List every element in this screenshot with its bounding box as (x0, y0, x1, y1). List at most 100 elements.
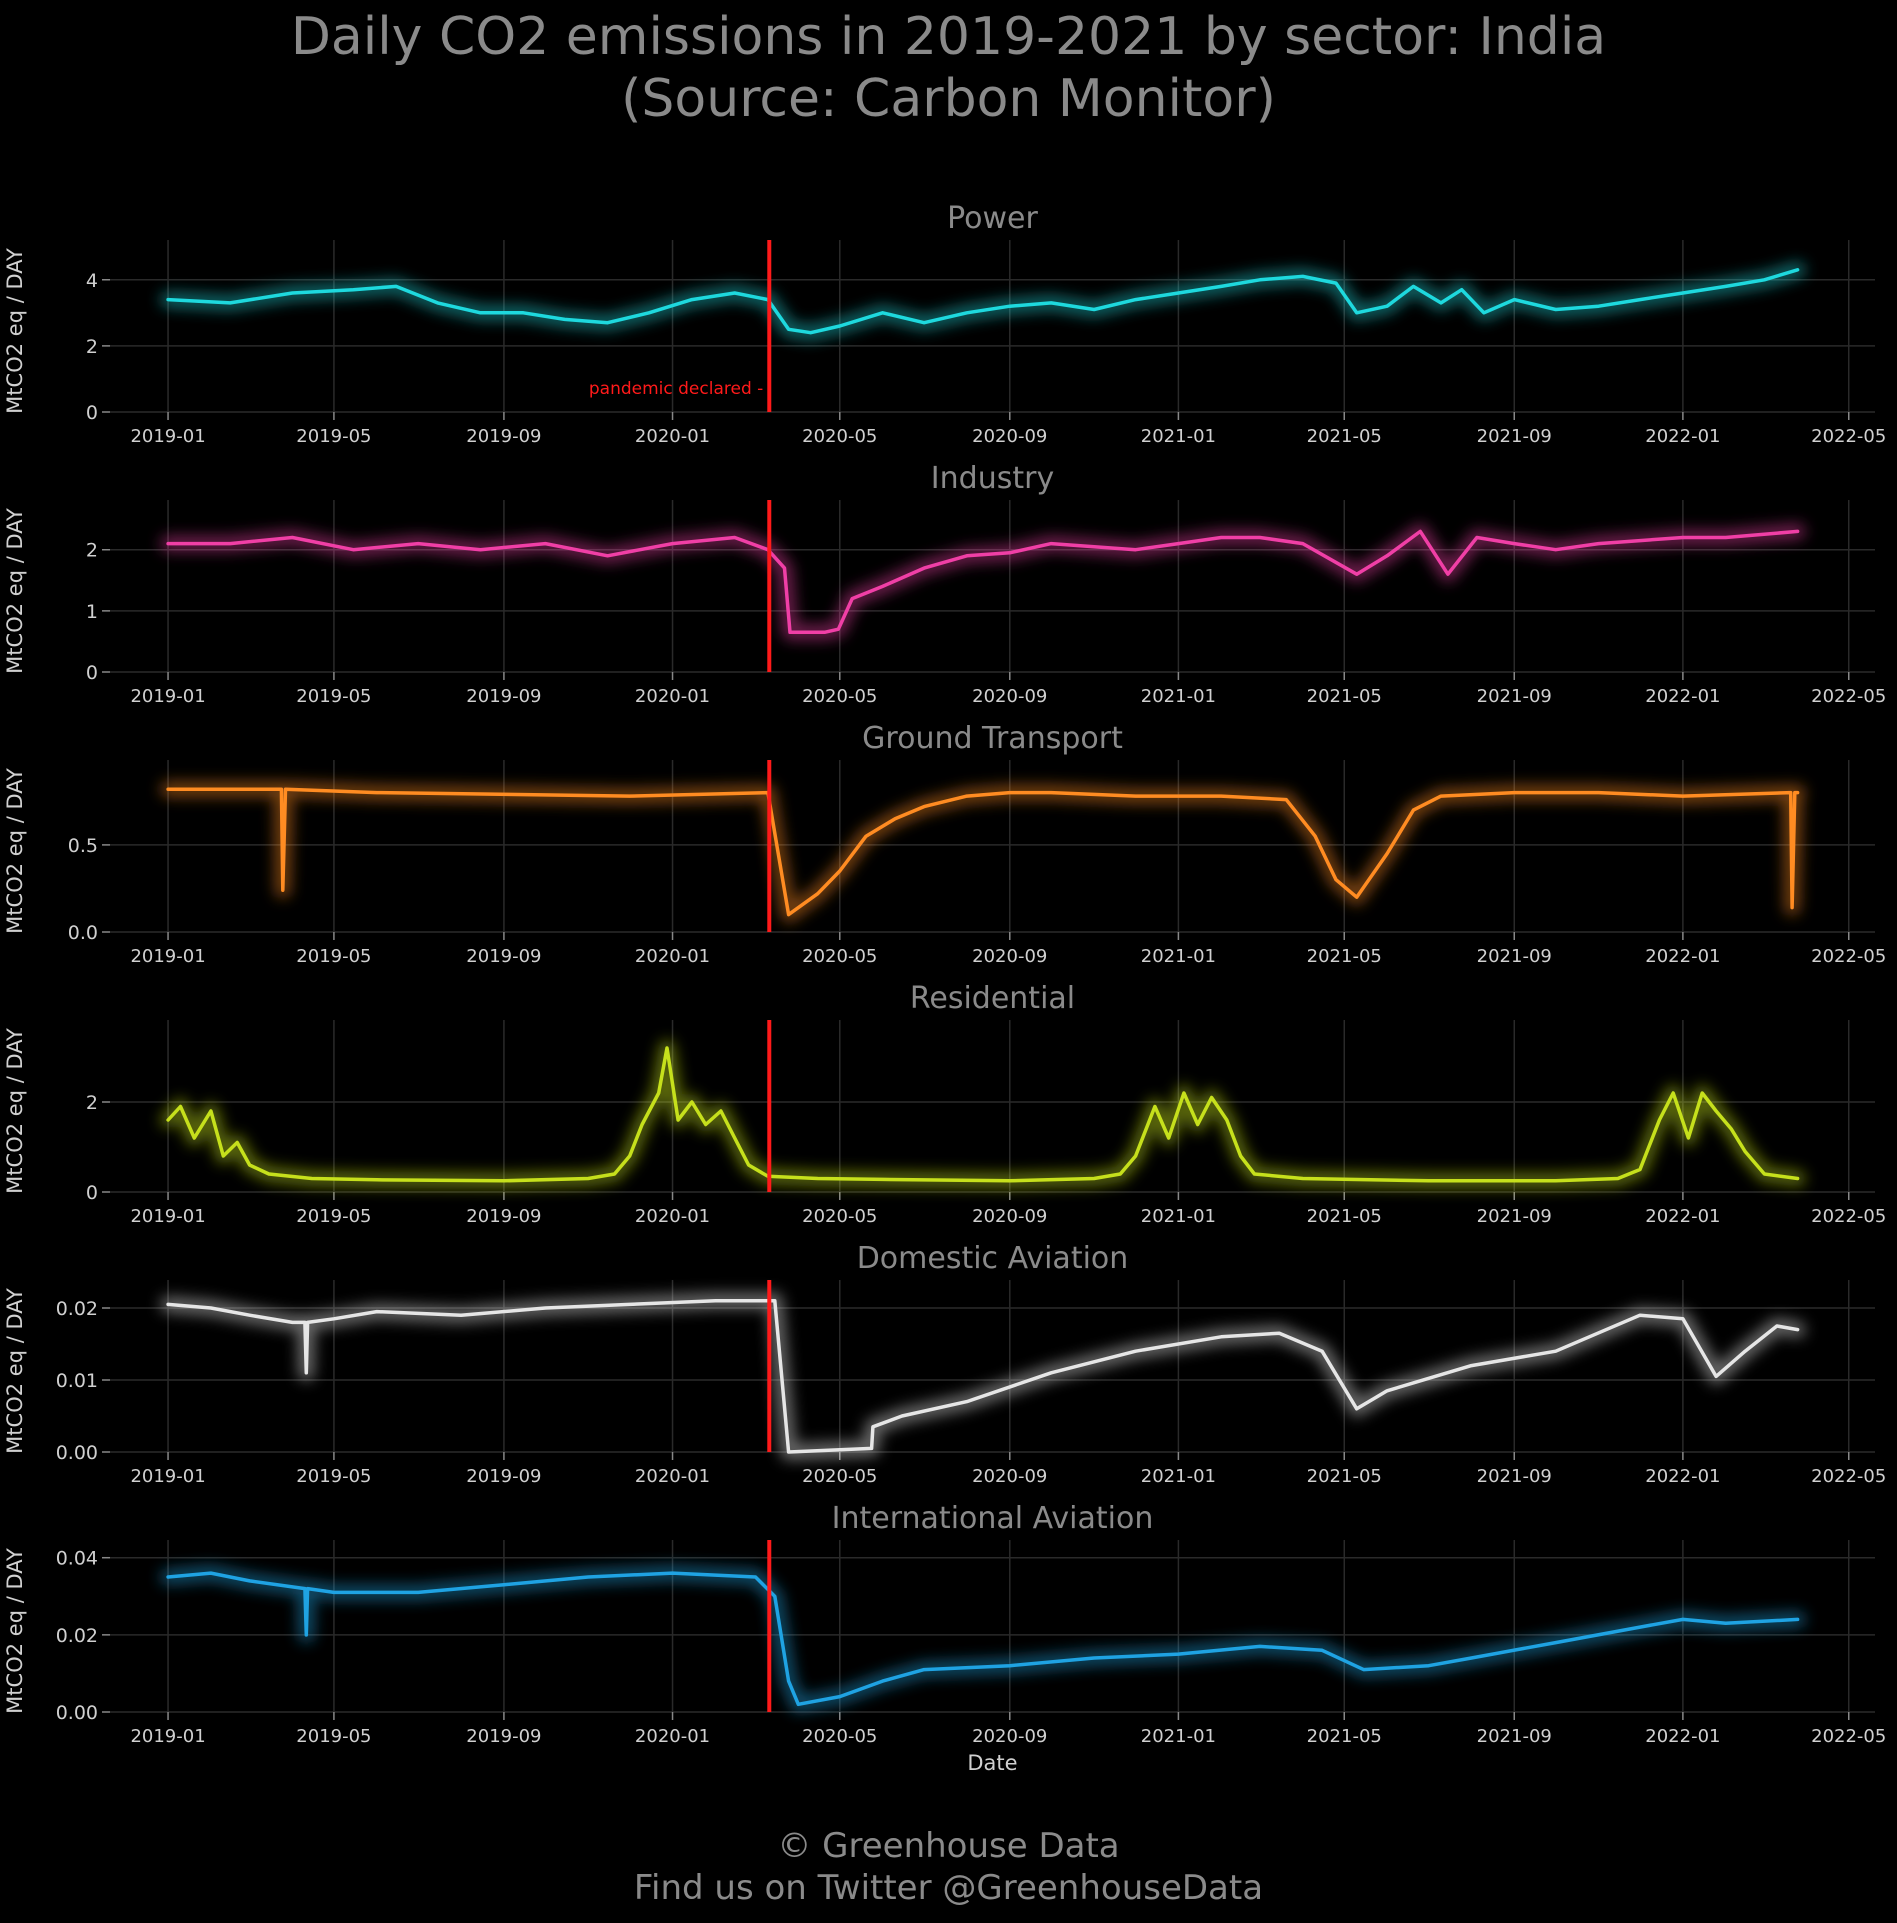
x-tick-label: 2021-01 (1141, 946, 1216, 967)
footer-twitter: Find us on Twitter @GreenhouseData (633, 1868, 1264, 1908)
y-tick-label: 0 (86, 662, 98, 684)
y-tick-label: 0.02 (56, 1298, 98, 1320)
series-line-industry (166, 529, 1800, 635)
x-tick-label: 2019-01 (130, 1726, 205, 1747)
panel-residential: Residential MtCO2 eq / DAY 0 2 2019-01 2019-0… (3, 981, 1886, 1227)
y-axis-label: MtCO2 eq / DAY (3, 1288, 27, 1454)
x-tick-label: 2020-09 (972, 1466, 1047, 1487)
y-tick-label: 0.00 (56, 1442, 98, 1464)
x-tick-label: 2019-09 (466, 1206, 541, 1227)
x-tick-label: 2020-01 (635, 426, 710, 447)
y-tick-label: 2 (86, 540, 98, 562)
x-tick-label: 2020-01 (635, 1726, 710, 1747)
x-tick-label: 2021-09 (1477, 946, 1552, 967)
panel-ground-transport: Ground Transport MtCO2 eq / DAY 0.0 0.5 2019… (3, 721, 1886, 967)
x-tick-label: 2020-05 (802, 946, 877, 967)
x-tick-label: 2022-01 (1645, 686, 1720, 707)
x-tick-label: 2021-09 (1477, 686, 1552, 707)
x-tick-label: 2021-01 (1141, 686, 1216, 707)
x-tick-label: 2021-01 (1141, 1726, 1216, 1747)
series-glow (160, 523, 1806, 641)
y-tick-label: 0 (86, 402, 98, 424)
x-tick-label: 2022-01 (1645, 426, 1720, 447)
series-line-residential (166, 1046, 1800, 1183)
series-line-international-aviation (166, 1571, 1800, 1707)
x-tick-label: 2021-09 (1477, 1206, 1552, 1227)
x-tick-label: 2020-05 (802, 1726, 877, 1747)
series-glow (160, 1292, 1806, 1460)
series-line-power (166, 268, 1800, 335)
x-tick-label: 2021-01 (1141, 1206, 1216, 1227)
x-tick-label: 2020-05 (802, 686, 877, 707)
x-tick-label: 2021-05 (1307, 686, 1382, 707)
y-axis-label: MtCO2 eq / DAY (3, 768, 27, 934)
x-axis-label: Date (967, 1751, 1017, 1775)
y-tick-label: 1 (86, 601, 98, 623)
x-tick-label: 2021-09 (1477, 1466, 1552, 1487)
x-tick-label: 2022-05 (1811, 686, 1886, 707)
x-tick-label: 2020-01 (635, 946, 710, 967)
x-tick-label: 2019-09 (466, 426, 541, 447)
panel-power: Power MtCO2 eq / DAY 0 2 4 2019-01 2019-05 2019… (3, 201, 1886, 447)
pandemic-annotation: pandemic declared - (589, 379, 763, 399)
x-tick-label: 2019-01 (130, 946, 205, 967)
y-tick-label: 0.04 (56, 1548, 98, 1570)
panel-industry: Industry MtCO2 eq / DAY 0 1 2 2019-01 2019-05 2… (3, 461, 1886, 707)
x-tick-label: 2020-05 (802, 1466, 877, 1487)
x-tick-label: 2020-01 (635, 686, 710, 707)
x-tick-label: 2019-01 (130, 1206, 205, 1227)
x-tick-label: 2020-09 (972, 1726, 1047, 1747)
x-tick-label: 2020-09 (972, 1206, 1047, 1227)
y-tick-label: 0 (86, 1182, 98, 1204)
x-tick-label: 2021-05 (1307, 1726, 1382, 1747)
x-tick-label: 2019-05 (296, 946, 371, 967)
y-axis-label: MtCO2 eq / DAY (3, 1028, 27, 1194)
x-tick-label: 2021-05 (1307, 426, 1382, 447)
x-tick-label: 2022-05 (1811, 426, 1886, 447)
chart-title: Daily CO2 emissions in 2019-2021 by sect… (0, 6, 1897, 130)
y-axis-label: MtCO2 eq / DAY (3, 248, 27, 414)
x-tick-label: 2019-05 (296, 686, 371, 707)
x-tick-label: 2019-05 (296, 1726, 371, 1747)
x-tick-label: 2020-05 (802, 426, 877, 447)
y-tick-label: 0.01 (56, 1370, 98, 1392)
x-tick-label: 2021-05 (1307, 1206, 1382, 1227)
x-tick-label: 2020-01 (635, 1466, 710, 1487)
panel-title: Ground Transport (862, 721, 1123, 756)
y-axis-label: MtCO2 eq / DAY (3, 508, 27, 674)
x-tick-label: 2020-09 (972, 946, 1047, 967)
y-tick-label: 2 (86, 336, 98, 358)
x-tick-label: 2019-05 (296, 1466, 371, 1487)
x-tick-label: 2022-01 (1645, 946, 1720, 967)
footer-copyright: © Greenhouse Data (777, 1826, 1120, 1866)
x-tick-label: 2022-01 (1645, 1726, 1720, 1747)
panel-domestic-aviation: Domestic Aviation MtCO2 eq / DAY 0.00 0.01 0… (3, 1241, 1886, 1487)
panel-title: Domestic Aviation (857, 1241, 1129, 1276)
panel-international-aviation: International Aviation MtCO2 eq / DAY 0.00… (3, 1501, 1886, 1775)
x-tick-label: 2021-01 (1141, 1466, 1216, 1487)
x-tick-label: 2021-09 (1477, 1726, 1552, 1747)
x-tick-label: 2022-05 (1811, 1206, 1886, 1227)
x-tick-label: 2019-01 (130, 1466, 205, 1487)
panel-title: Power (947, 201, 1038, 236)
series-line-domestic-aviation (166, 1299, 1800, 1454)
x-tick-label: 2020-09 (972, 686, 1047, 707)
x-tick-label: 2019-09 (466, 946, 541, 967)
x-tick-label: 2019-09 (466, 686, 541, 707)
y-axis-label: MtCO2 eq / DAY (3, 1548, 27, 1714)
x-tick-label: 2019-09 (466, 1466, 541, 1487)
x-tick-label: 2022-01 (1645, 1466, 1720, 1487)
x-tick-label: 2019-05 (296, 1206, 371, 1227)
y-tick-label: 0.00 (56, 1702, 98, 1724)
x-tick-label: 2022-05 (1811, 1726, 1886, 1747)
x-tick-label: 2019-01 (130, 686, 205, 707)
x-tick-label: 2021-05 (1307, 1466, 1382, 1487)
chart-title-line-1: Daily CO2 emissions in 2019-2021 by sect… (290, 7, 1607, 67)
series-glow (160, 1040, 1806, 1189)
x-tick-label: 2021-09 (1477, 426, 1552, 447)
series-line-ground-transport (166, 787, 1800, 917)
x-tick-label: 2021-01 (1141, 426, 1216, 447)
y-tick-label: 0.5 (68, 835, 98, 857)
y-tick-label: 4 (86, 270, 98, 292)
